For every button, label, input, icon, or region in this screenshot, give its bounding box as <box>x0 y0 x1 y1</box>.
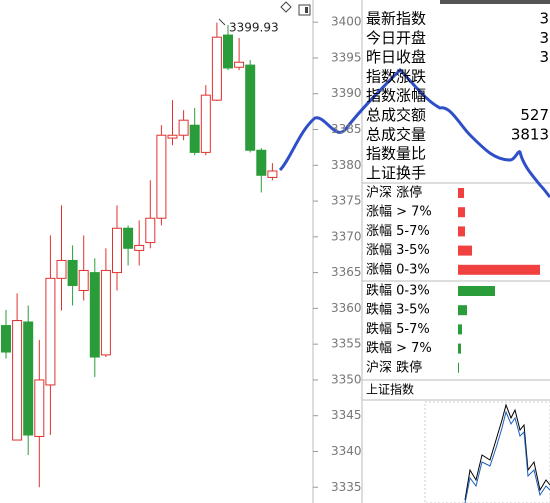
candle-body <box>45 277 56 386</box>
panel-header <box>440 0 550 4</box>
y-tick-label: 3355 <box>331 337 362 351</box>
breadth-bar <box>458 324 462 335</box>
candle-body <box>145 217 156 244</box>
candle-body <box>23 321 34 436</box>
breadth-bar <box>458 264 540 275</box>
candle-body <box>200 94 211 153</box>
candle-body <box>178 119 189 136</box>
stat-value: 3813 <box>511 125 549 143</box>
breadth-label: 跌幅 > 7% <box>366 340 432 356</box>
candle-body <box>1 325 11 353</box>
y-tick-label: 3360 <box>331 301 362 315</box>
stat-label: 今日开盘 <box>366 29 426 47</box>
stat-label: 上证换手 <box>366 164 426 182</box>
candle-body <box>223 34 233 69</box>
stat-value: 3 <box>539 10 549 28</box>
candle-body <box>167 134 178 139</box>
breadth-label: 跌幅 0-3% <box>366 283 430 299</box>
candle-body <box>78 269 89 291</box>
stat-label: 指数涨跌 <box>366 67 426 85</box>
breadth-label: 涨幅 5-7% <box>366 224 430 239</box>
candle-body <box>123 227 134 249</box>
breadth-label: 涨幅 3-5% <box>366 243 430 258</box>
y-tick-label: 3380 <box>331 158 362 172</box>
drawn-annotation <box>278 67 550 199</box>
candle-body <box>34 379 45 437</box>
stat-label: 总成交量 <box>366 125 426 143</box>
y-tick-label: 3335 <box>331 480 362 494</box>
mini-chart-frame <box>424 401 550 503</box>
annotation-pointer <box>218 18 226 26</box>
breadth-bar <box>458 207 465 218</box>
candle-body <box>245 64 256 151</box>
candle-body <box>100 269 111 356</box>
candle-body <box>67 259 78 286</box>
candle-body <box>134 244 145 251</box>
y-tick-label: 3350 <box>331 372 362 386</box>
breadth-bar <box>458 245 472 256</box>
panel-toggle-icon-inner <box>305 7 308 13</box>
y-tick-label: 3375 <box>331 194 362 208</box>
stat-label: 最新指数 <box>366 10 426 28</box>
breadth-bar <box>458 343 461 354</box>
breadth-label: 跌幅 5-7% <box>366 321 430 337</box>
stat-label: 总成交额 <box>366 106 426 124</box>
y-tick-label: 3345 <box>331 408 362 422</box>
stat-label: 指数量比 <box>366 145 426 163</box>
candle-body <box>189 124 200 153</box>
mini-chart-line <box>464 403 550 501</box>
y-tick-label: 3365 <box>331 265 362 279</box>
breadth-label: 沪深 跌停 <box>366 359 422 375</box>
candle-body <box>211 36 222 101</box>
candle-body <box>56 259 67 279</box>
candle-body <box>234 61 245 68</box>
breadth-bar <box>458 286 495 296</box>
candle-body <box>256 149 267 176</box>
y-tick-label: 3400 <box>331 15 362 29</box>
mini-chart-title: 上证指数 <box>366 382 414 397</box>
breadth-bar <box>458 188 464 198</box>
breadth-bar <box>458 305 467 316</box>
y-tick-label: 3370 <box>331 229 362 243</box>
candle-body <box>156 134 167 219</box>
y-tick-label: 3390 <box>331 86 362 100</box>
candle-body <box>12 320 23 441</box>
candle-body <box>89 272 100 358</box>
stat-value: 527 <box>520 106 549 124</box>
y-tick-label: 3340 <box>331 444 362 458</box>
breadth-label: 跌幅 3-5% <box>366 302 430 318</box>
mini-chart-line <box>464 410 550 503</box>
breadth-bar <box>458 362 459 373</box>
stat-label: 昨日收盘 <box>366 48 426 66</box>
breadth-label: 涨幅 > 7% <box>366 205 432 220</box>
breadth-bar <box>458 226 465 237</box>
high-annotation: 3399.93 <box>229 21 279 35</box>
stat-value: 3 <box>539 29 549 47</box>
breadth-label: 沪深 涨停 <box>366 185 422 201</box>
stat-label: 指数涨幅 <box>366 87 426 105</box>
panel-toggle-icon[interactable] <box>298 4 311 16</box>
candle-body <box>267 170 278 178</box>
diamond-icon[interactable] <box>280 1 292 13</box>
candle-body <box>112 227 122 274</box>
y-tick-label: 3395 <box>331 50 362 64</box>
breadth-label: 涨幅 0-3% <box>366 262 430 277</box>
stat-value: 3 <box>539 48 549 66</box>
y-tick-label: 3385 <box>331 122 362 136</box>
